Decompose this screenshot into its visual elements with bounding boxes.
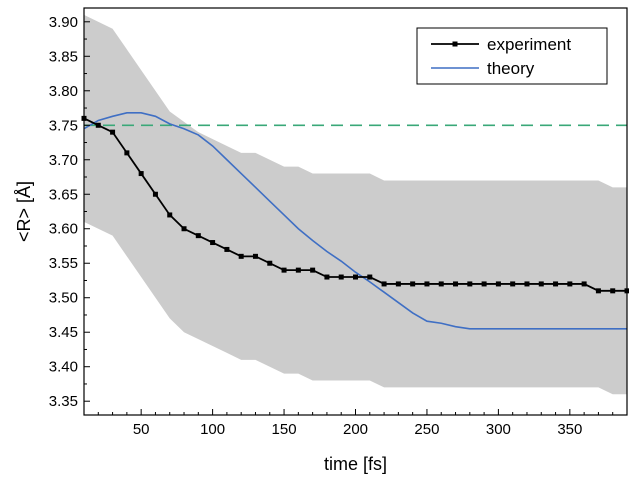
data-point-experiment xyxy=(524,281,530,287)
legend-label-theory: theory xyxy=(487,59,535,78)
x-tick-label: 300 xyxy=(486,421,511,438)
y-tick-label: 3.45 xyxy=(49,324,78,341)
data-point-experiment xyxy=(238,253,244,259)
data-point-experiment xyxy=(324,274,330,280)
y-axis-label: <R> [Å] xyxy=(14,181,34,242)
data-point-experiment xyxy=(610,288,616,294)
y-tick-label: 3.40 xyxy=(49,359,78,376)
data-point-experiment xyxy=(424,281,430,287)
data-point-experiment xyxy=(438,281,444,287)
y-tick-label: 3.35 xyxy=(49,393,78,410)
data-point-experiment xyxy=(181,226,187,232)
y-tick-label: 3.90 xyxy=(49,14,78,31)
y-tick-label: 3.50 xyxy=(49,290,78,307)
data-point-experiment xyxy=(210,240,216,246)
y-tick-label: 3.85 xyxy=(49,48,78,65)
data-point-experiment xyxy=(410,281,416,287)
data-point-experiment xyxy=(567,281,573,287)
x-tick-label: 350 xyxy=(557,421,582,438)
data-point-experiment xyxy=(224,246,230,252)
data-point-experiment xyxy=(453,281,459,287)
data-point-experiment xyxy=(538,281,544,287)
legend-label-experiment: experiment xyxy=(487,35,571,54)
legend-marker-experiment xyxy=(452,41,458,47)
data-point-experiment xyxy=(281,267,287,273)
data-point-experiment xyxy=(310,267,316,273)
y-tick-label: 3.75 xyxy=(49,117,78,134)
data-point-experiment xyxy=(481,281,487,287)
x-tick-label: 100 xyxy=(200,421,225,438)
y-tick-label: 3.65 xyxy=(49,186,78,203)
x-ticks: 50 100 150 200 250 300 350 xyxy=(83,409,628,438)
y-tick-label: 3.70 xyxy=(49,152,78,169)
data-point-experiment xyxy=(167,212,173,218)
data-point-experiment xyxy=(138,171,144,177)
data-point-experiment xyxy=(467,281,473,287)
x-tick-label: 50 xyxy=(133,421,150,438)
x-axis-label: time [fs] xyxy=(324,454,387,474)
data-point-experiment xyxy=(95,122,101,128)
series-line-theory xyxy=(83,112,627,330)
data-point-experiment xyxy=(195,233,201,239)
data-point-experiment xyxy=(581,281,587,287)
data-point-experiment xyxy=(510,281,516,287)
data-point-experiment xyxy=(267,260,273,266)
x-tick-label: 150 xyxy=(272,421,297,438)
data-point-experiment xyxy=(367,274,373,280)
legend-box xyxy=(416,27,608,85)
x-tick-label: 250 xyxy=(414,421,439,438)
data-point-experiment xyxy=(395,281,401,287)
y-tick-label: 3.55 xyxy=(49,255,78,272)
y-ticks: 3.35 3.40 3.45 3.50 3.55 3.60 3.65 3.70 3.75 3.80… xyxy=(49,14,90,410)
data-point-experiment xyxy=(338,274,344,280)
x-tick-label: 200 xyxy=(343,421,368,438)
data-point-experiment xyxy=(495,281,501,287)
data-point-experiment xyxy=(110,129,116,135)
data-point-experiment xyxy=(295,267,301,273)
data-point-experiment xyxy=(353,274,358,280)
data-point-experiment xyxy=(595,288,601,294)
legend: experiment theory xyxy=(416,27,608,85)
uncertainty-band xyxy=(84,14,627,395)
y-tick-label: 3.80 xyxy=(49,83,78,100)
data-point-experiment xyxy=(553,281,559,287)
y-tick-label: 3.60 xyxy=(49,221,78,238)
uncertainty-band-layer xyxy=(84,14,627,395)
data-point-experiment xyxy=(152,191,158,197)
data-point-experiment xyxy=(124,150,130,156)
data-point-experiment xyxy=(252,253,258,259)
data-point-experiment xyxy=(381,281,387,287)
series-layer xyxy=(81,112,629,330)
